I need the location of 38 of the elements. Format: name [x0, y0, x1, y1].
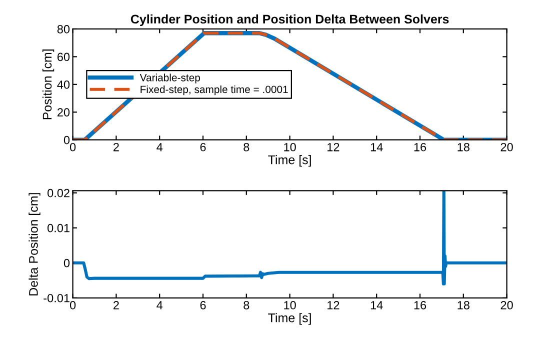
- x-tick-label: 10: [284, 301, 296, 310]
- legend-label: Fixed-step, sample time = .0001: [140, 85, 288, 96]
- y-tick-label: 0.02: [48, 188, 70, 198]
- x-tick-label: 12: [328, 142, 340, 152]
- x-tick-label: 14: [370, 143, 383, 152]
- x-tick-label: 0: [70, 142, 76, 152]
- x-tick-label: 2: [114, 142, 119, 152]
- x-tick-label: 16: [414, 142, 426, 152]
- y-axis-title: Position [cm]: [42, 50, 54, 120]
- x-tick-label: 20: [500, 142, 513, 152]
- x-tick-label: 6: [200, 301, 206, 310]
- y-tick-label: 60: [57, 52, 70, 62]
- x-tick-label: 0: [70, 301, 76, 310]
- y-tick-label: 0: [64, 136, 70, 144]
- y-axis-title: Delta Position [cm]: [28, 193, 40, 296]
- x-tick-label: 12: [328, 301, 340, 310]
- x-axis-title: Time [s]: [268, 313, 311, 325]
- y-tick-label: 0.01: [48, 224, 70, 232]
- x-axis-title: Time [s]: [268, 155, 311, 167]
- y-tick-label: -0.01: [44, 294, 70, 302]
- x-tick-label: 18: [458, 301, 470, 310]
- x-tick-label: 16: [414, 301, 426, 310]
- x-tick-label: 10: [284, 142, 296, 152]
- x-tick-label: 8: [244, 142, 250, 152]
- x-tick-label: 6: [200, 142, 206, 152]
- x-tick-label: 4: [156, 301, 163, 310]
- x-tick-label: 2: [114, 301, 119, 310]
- chart-title: Cylinder Position and Position Delta Between Solvers: [130, 14, 449, 26]
- x-tick-label: 18: [458, 142, 470, 152]
- legend-label: Variable-step: [140, 74, 200, 84]
- y-tick-label: 20: [57, 108, 70, 117]
- y-tick-label: 40: [57, 80, 70, 89]
- y-tick-label: 80: [57, 25, 70, 34]
- x-tick-label: 8: [244, 301, 250, 310]
- y-tick-label: 0: [64, 258, 70, 268]
- x-tick-label: 4: [156, 143, 163, 152]
- x-tick-label: 14: [370, 301, 383, 310]
- x-tick-label: 20: [500, 301, 513, 310]
